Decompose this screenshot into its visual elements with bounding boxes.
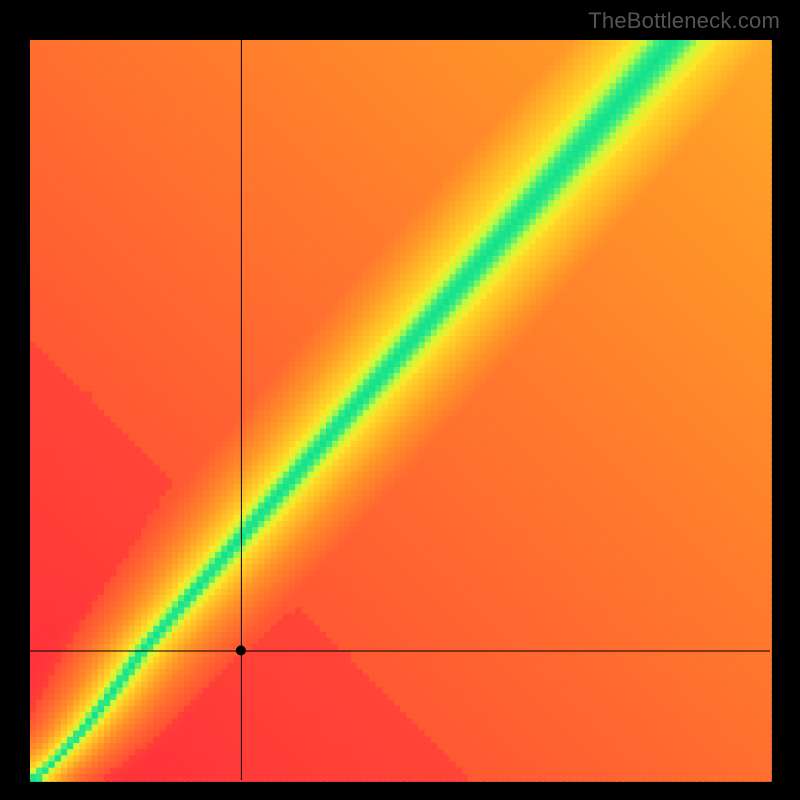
watermark: TheBottleneck.com [588, 8, 780, 34]
bottleneck-heatmap [0, 0, 800, 800]
